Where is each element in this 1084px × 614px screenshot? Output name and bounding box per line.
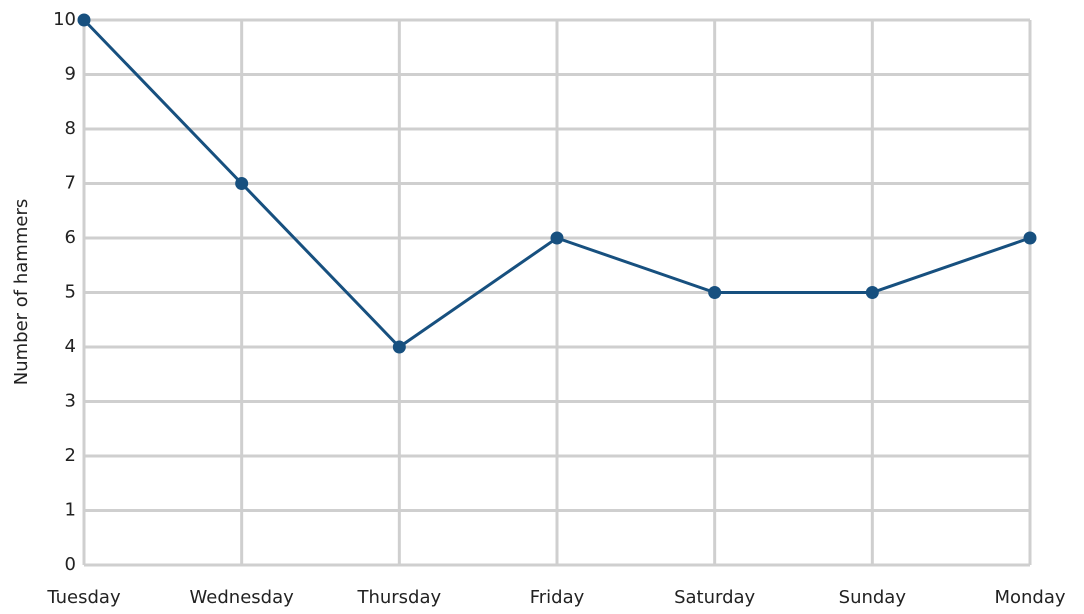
y-tick-label: 3: [65, 391, 76, 412]
data-point: [708, 286, 722, 299]
data-point: [550, 231, 564, 245]
y-tick-label: 5: [65, 282, 76, 303]
x-tick-label: Tuesday: [46, 587, 121, 608]
x-tick-label: Sunday: [839, 587, 907, 608]
data-point: [865, 286, 879, 299]
y-tick-label: 2: [65, 445, 76, 466]
data-point: [392, 340, 406, 354]
x-tick-label: Thursday: [356, 587, 441, 608]
y-tick-label: 6: [65, 227, 76, 248]
x-tick-label: Wednesday: [190, 587, 295, 608]
y-tick-label: 4: [65, 336, 76, 357]
y-axis-label: Number of hammers: [11, 199, 32, 385]
y-tick-label: 7: [65, 173, 76, 194]
y-tick-label: 10: [53, 9, 76, 30]
y-tick-label: 9: [65, 64, 76, 85]
y-tick-label: 0: [65, 554, 76, 575]
data-point: [235, 177, 249, 190]
data-point: [77, 13, 91, 27]
y-tick-label: 8: [65, 118, 76, 139]
x-tick-label: Saturday: [674, 587, 755, 608]
data-point: [1023, 231, 1037, 245]
y-tick-label: 1: [65, 500, 76, 521]
x-tick-label: Friday: [530, 587, 585, 608]
x-tick-label: Monday: [994, 587, 1065, 608]
